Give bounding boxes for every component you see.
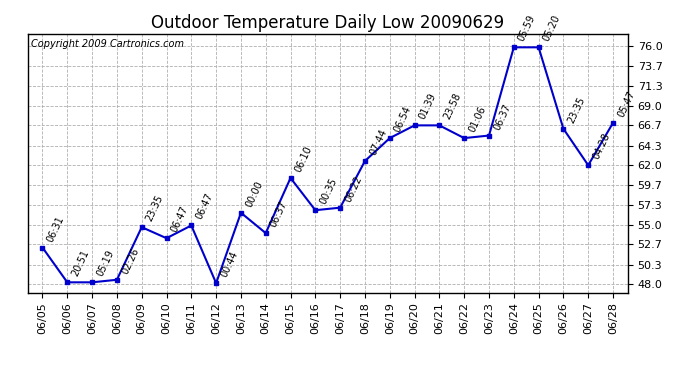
Text: 06:37: 06:37 — [492, 102, 513, 131]
Text: 05:20: 05:20 — [542, 13, 562, 43]
Text: 00:44: 00:44 — [219, 250, 239, 279]
Text: 06:47: 06:47 — [169, 204, 190, 234]
Text: 06:37: 06:37 — [268, 200, 289, 229]
Text: 23:35: 23:35 — [566, 95, 587, 124]
Text: 06:47: 06:47 — [194, 192, 215, 221]
Text: 05:59: 05:59 — [517, 13, 538, 43]
Text: 05:47: 05:47 — [615, 89, 637, 118]
Text: 06:22: 06:22 — [343, 174, 364, 204]
Text: 07:44: 07:44 — [368, 128, 388, 157]
Text: 00:00: 00:00 — [244, 179, 264, 209]
Text: 05:19: 05:19 — [95, 249, 116, 278]
Text: 20:51: 20:51 — [70, 249, 91, 278]
Text: 01:06: 01:06 — [467, 105, 488, 134]
Text: 06:54: 06:54 — [393, 105, 413, 134]
Text: 06:10: 06:10 — [293, 144, 314, 174]
Text: 02:26: 02:26 — [119, 246, 141, 276]
Text: 00:35: 00:35 — [318, 177, 339, 206]
Title: Outdoor Temperature Daily Low 20090629: Outdoor Temperature Daily Low 20090629 — [151, 14, 504, 32]
Text: 23:35: 23:35 — [144, 194, 166, 223]
Text: 06:31: 06:31 — [46, 214, 66, 243]
Text: 23:58: 23:58 — [442, 92, 463, 121]
Text: 01:39: 01:39 — [417, 92, 438, 121]
Text: Copyright 2009 Cartronics.com: Copyright 2009 Cartronics.com — [30, 39, 184, 49]
Text: 04:28: 04:28 — [591, 132, 612, 161]
